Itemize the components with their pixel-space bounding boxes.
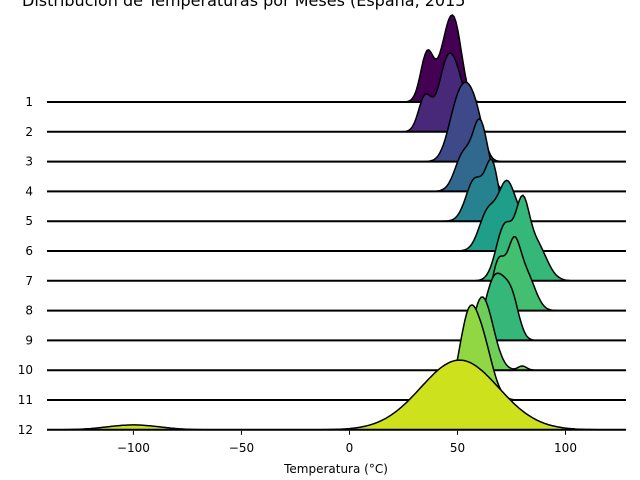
ridge-fill-2: [47, 53, 626, 132]
ridge-month-3: [47, 81, 626, 163]
month-label-11: 11: [18, 393, 33, 407]
month-label-12: 12: [18, 423, 33, 437]
month-label-4: 4: [25, 184, 33, 198]
x-tick-label: 0: [346, 441, 354, 455]
month-label-9: 9: [25, 333, 33, 347]
month-label-5: 5: [25, 214, 33, 228]
x-tick-label: −50: [229, 441, 254, 455]
x-axis-label: Temperatura (°C): [283, 462, 388, 476]
ridges-group: [47, 13, 626, 431]
ridge-outline-4: [47, 117, 626, 193]
ridge-fill-4: [47, 118, 626, 192]
month-label-1: 1: [25, 95, 33, 109]
x-tick-label: −100: [117, 441, 150, 455]
ridge-fill-5: [47, 159, 626, 222]
ridge-fill-1: [47, 14, 626, 102]
ridge-month-11: [47, 304, 626, 401]
ridge-month-8: [47, 235, 626, 312]
ridge-month-1: [47, 13, 626, 103]
month-label-3: 3: [25, 155, 33, 169]
ridge-fill-6: [47, 180, 626, 251]
ridge-month-4: [47, 117, 626, 193]
x-tick-label: 100: [554, 441, 577, 455]
ridge-month-5: [47, 158, 626, 223]
month-label-10: 10: [18, 363, 33, 377]
x-tick-label: 50: [450, 441, 465, 455]
ridge-fill-12: [47, 360, 626, 430]
month-label-6: 6: [25, 244, 33, 258]
ridge-outline-1: [47, 13, 626, 103]
ridge-month-7: [47, 194, 626, 282]
ridge-outline-2: [47, 52, 626, 133]
month-label-8: 8: [25, 304, 33, 318]
ridge-outline-5: [47, 158, 626, 222]
ridge-fill-3: [47, 82, 626, 162]
ridge-fill-8: [47, 236, 626, 311]
ridge-month-2: [47, 52, 626, 133]
ridge-outline-3: [47, 81, 626, 163]
ridge-fill-7: [47, 195, 626, 281]
ridge-month-12: [47, 359, 626, 431]
chart-title: Distribución de Temperaturas por Meses (…: [22, 0, 465, 10]
month-label-7: 7: [25, 274, 33, 288]
ridge-fill-11: [47, 304, 626, 400]
ridge-outline-11: [47, 304, 626, 401]
x-axis-ticks: −100 −50 0 50 100: [117, 430, 577, 455]
month-label-2: 2: [25, 125, 33, 139]
